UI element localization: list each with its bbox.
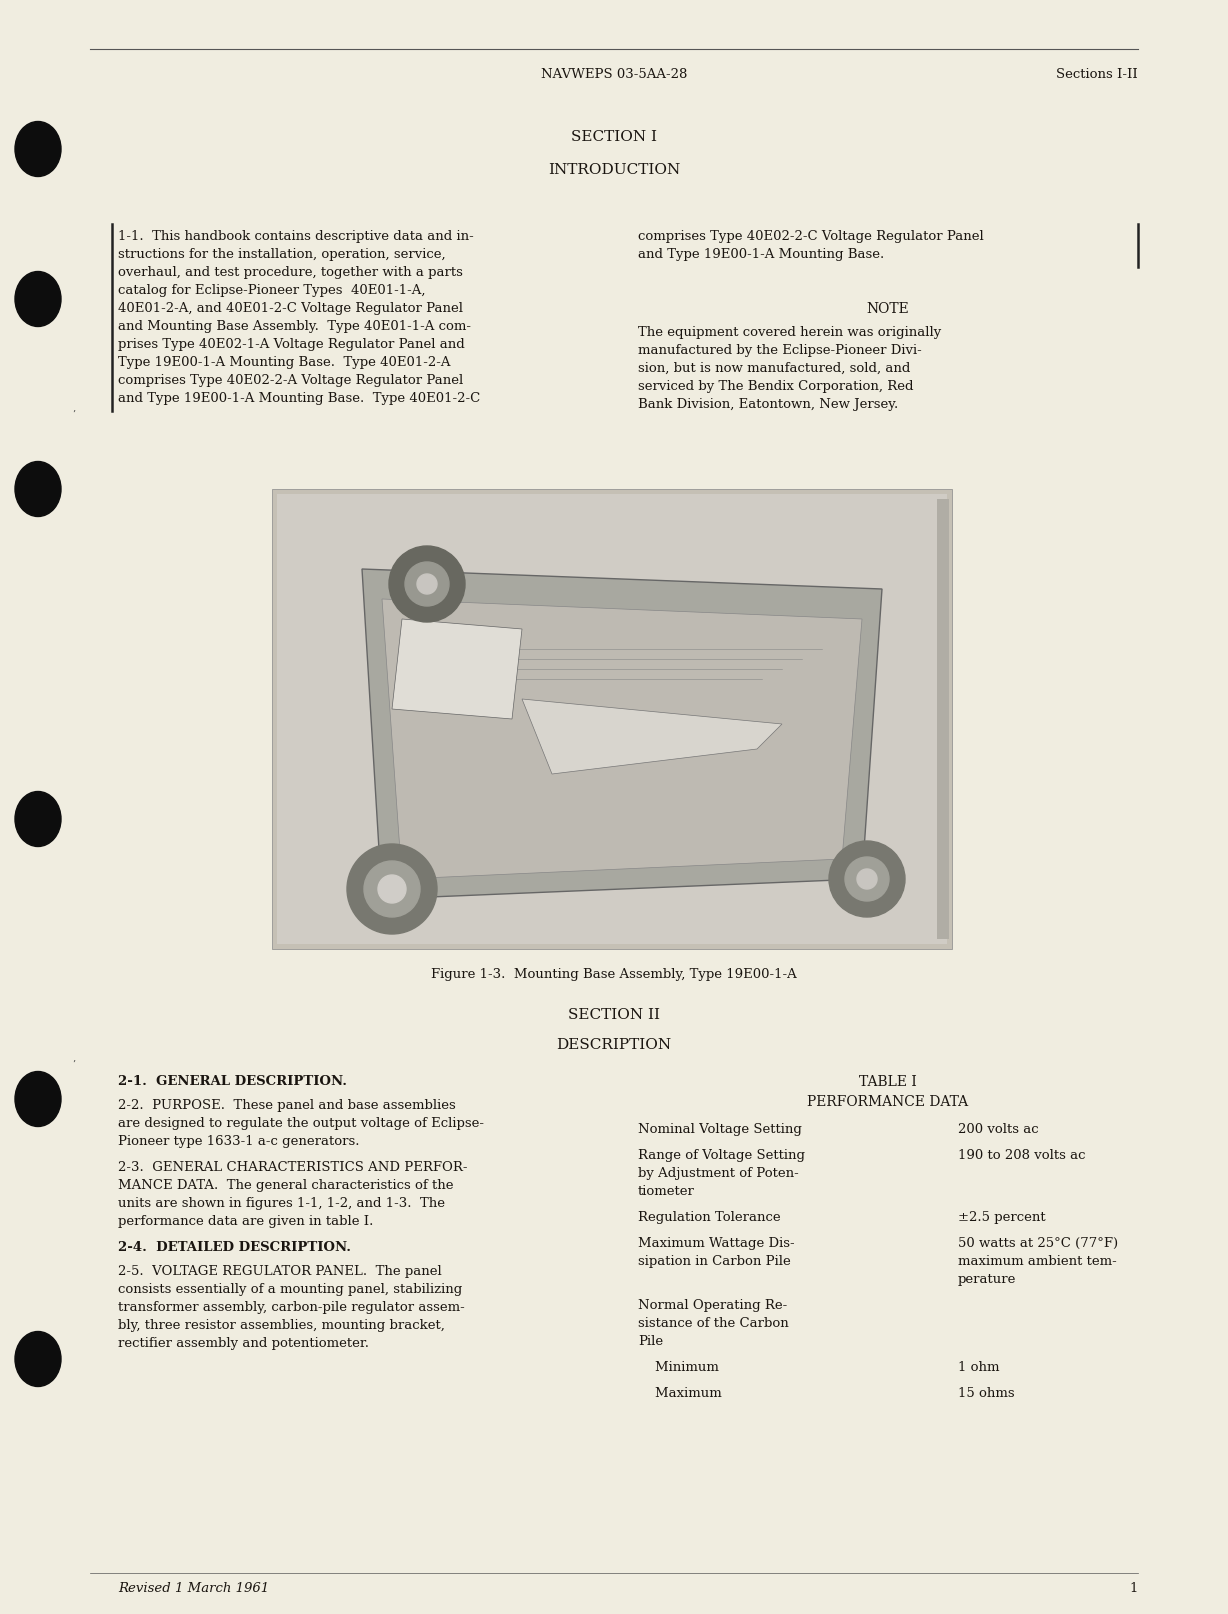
Text: catalog for Eclipse-Pioneer Types  40E01-1-A,: catalog for Eclipse-Pioneer Types 40E01-… xyxy=(118,284,425,297)
Text: ’: ’ xyxy=(72,410,75,418)
Text: 1 ohm: 1 ohm xyxy=(958,1361,1000,1374)
Text: prises Type 40E02-1-A Voltage Regulator Panel and: prises Type 40E02-1-A Voltage Regulator … xyxy=(118,337,464,350)
Circle shape xyxy=(857,870,877,889)
Polygon shape xyxy=(522,699,782,775)
Text: Maximum: Maximum xyxy=(639,1386,722,1399)
Text: consists essentially of a mounting panel, stabilizing: consists essentially of a mounting panel… xyxy=(118,1282,462,1294)
Circle shape xyxy=(378,875,406,904)
Text: The equipment covered herein was originally: The equipment covered herein was origina… xyxy=(639,326,941,339)
Polygon shape xyxy=(392,620,522,720)
Text: TABLE I: TABLE I xyxy=(860,1075,917,1088)
Bar xyxy=(937,500,949,939)
Circle shape xyxy=(348,844,437,935)
Ellipse shape xyxy=(15,273,61,328)
Text: SECTION II: SECTION II xyxy=(569,1007,659,1022)
Text: Bank Division, Eatontown, New Jersey.: Bank Division, Eatontown, New Jersey. xyxy=(639,397,898,410)
Text: structions for the installation, operation, service,: structions for the installation, operati… xyxy=(118,249,446,261)
Text: 1-1.  This handbook contains descriptive data and in-: 1-1. This handbook contains descriptive … xyxy=(118,229,474,242)
Text: manufactured by the Eclipse-Pioneer Divi-: manufactured by the Eclipse-Pioneer Divi… xyxy=(639,344,922,357)
Text: NAVWEPS 03-5AA-28: NAVWEPS 03-5AA-28 xyxy=(540,68,688,81)
Text: Figure 1-3.  Mounting Base Assembly, Type 19E00-1-A: Figure 1-3. Mounting Base Assembly, Type… xyxy=(431,967,797,980)
Text: 2-4.  DETAILED DESCRIPTION.: 2-4. DETAILED DESCRIPTION. xyxy=(118,1240,351,1252)
Text: rectifier assembly and potentiometer.: rectifier assembly and potentiometer. xyxy=(118,1336,368,1349)
Text: bly, three resistor assemblies, mounting bracket,: bly, three resistor assemblies, mounting… xyxy=(118,1319,445,1332)
Text: Regulation Tolerance: Regulation Tolerance xyxy=(639,1210,781,1223)
Text: Maximum Wattage Dis-: Maximum Wattage Dis- xyxy=(639,1236,795,1249)
Text: maximum ambient tem-: maximum ambient tem- xyxy=(958,1254,1116,1267)
Text: sistance of the Carbon: sistance of the Carbon xyxy=(639,1315,788,1330)
Text: Pile: Pile xyxy=(639,1335,663,1348)
Text: overhaul, and test procedure, together with a parts: overhaul, and test procedure, together w… xyxy=(118,266,463,279)
Text: by Adjustment of Poten-: by Adjustment of Poten- xyxy=(639,1167,798,1180)
Text: and Type 19E00-1-A Mounting Base.  Type 40E01-2-C: and Type 19E00-1-A Mounting Base. Type 4… xyxy=(118,392,480,405)
Ellipse shape xyxy=(15,123,61,178)
Text: are designed to regulate the output voltage of Eclipse-: are designed to regulate the output volt… xyxy=(118,1117,484,1130)
Text: comprises Type 40E02-2-A Voltage Regulator Panel: comprises Type 40E02-2-A Voltage Regulat… xyxy=(118,374,463,387)
Circle shape xyxy=(389,547,465,623)
Text: units are shown in figures 1-1, 1-2, and 1-3.  The: units are shown in figures 1-1, 1-2, and… xyxy=(118,1196,445,1209)
Text: Range of Voltage Setting: Range of Voltage Setting xyxy=(639,1148,806,1162)
Text: Revised 1 March 1961: Revised 1 March 1961 xyxy=(118,1582,269,1595)
Text: sipation in Carbon Pile: sipation in Carbon Pile xyxy=(639,1254,791,1267)
Ellipse shape xyxy=(15,792,61,847)
Text: 2-3.  GENERAL CHARACTERISTICS AND PERFOR-: 2-3. GENERAL CHARACTERISTICS AND PERFOR- xyxy=(118,1160,468,1173)
Text: Normal Operating Re-: Normal Operating Re- xyxy=(639,1298,787,1311)
Circle shape xyxy=(363,862,420,917)
Ellipse shape xyxy=(15,1332,61,1386)
Text: Nominal Voltage Setting: Nominal Voltage Setting xyxy=(639,1122,802,1135)
Circle shape xyxy=(405,563,449,607)
Text: 2-5.  VOLTAGE REGULATOR PANEL.  The panel: 2-5. VOLTAGE REGULATOR PANEL. The panel xyxy=(118,1264,442,1277)
Text: 1: 1 xyxy=(1130,1582,1138,1595)
Text: tiometer: tiometer xyxy=(639,1185,695,1198)
Text: ’: ’ xyxy=(72,1059,75,1068)
Text: 40E01-2-A, and 40E01-2-C Voltage Regulator Panel: 40E01-2-A, and 40E01-2-C Voltage Regulat… xyxy=(118,302,463,315)
Text: 190 to 208 volts ac: 190 to 208 volts ac xyxy=(958,1148,1086,1162)
Circle shape xyxy=(829,841,905,917)
Circle shape xyxy=(845,857,889,902)
Text: Sections I-II: Sections I-II xyxy=(1056,68,1138,81)
Text: 50 watts at 25°C (77°F): 50 watts at 25°C (77°F) xyxy=(958,1236,1119,1249)
Text: MANCE DATA.  The general characteristics of the: MANCE DATA. The general characteristics … xyxy=(118,1178,453,1191)
Text: Type 19E00-1-A Mounting Base.  Type 40E01-2-A: Type 19E00-1-A Mounting Base. Type 40E01… xyxy=(118,355,451,368)
Ellipse shape xyxy=(15,462,61,516)
Text: and Mounting Base Assembly.  Type 40E01-1-A com-: and Mounting Base Assembly. Type 40E01-1… xyxy=(118,320,472,332)
Text: comprises Type 40E02-2-C Voltage Regulator Panel: comprises Type 40E02-2-C Voltage Regulat… xyxy=(639,229,984,242)
Text: and Type 19E00-1-A Mounting Base.: and Type 19E00-1-A Mounting Base. xyxy=(639,249,884,261)
Polygon shape xyxy=(382,600,862,880)
Text: PERFORMANCE DATA: PERFORMANCE DATA xyxy=(808,1094,969,1109)
Text: perature: perature xyxy=(958,1272,1017,1285)
Text: SECTION I: SECTION I xyxy=(571,129,657,144)
Text: 200 volts ac: 200 volts ac xyxy=(958,1122,1039,1135)
Text: ±2.5 percent: ±2.5 percent xyxy=(958,1210,1045,1223)
Text: INTRODUCTION: INTRODUCTION xyxy=(548,163,680,178)
Text: NOTE: NOTE xyxy=(867,302,910,316)
Bar xyxy=(278,495,947,944)
Text: 2-1.  GENERAL DESCRIPTION.: 2-1. GENERAL DESCRIPTION. xyxy=(118,1075,348,1088)
Text: 15 ohms: 15 ohms xyxy=(958,1386,1014,1399)
Text: 2-2.  PURPOSE.  These panel and base assemblies: 2-2. PURPOSE. These panel and base assem… xyxy=(118,1098,456,1112)
Text: Pioneer type 1633-1 a-c generators.: Pioneer type 1633-1 a-c generators. xyxy=(118,1135,360,1148)
Circle shape xyxy=(418,575,437,594)
Text: Minimum: Minimum xyxy=(639,1361,718,1374)
Bar xyxy=(271,489,952,949)
Text: performance data are given in table I.: performance data are given in table I. xyxy=(118,1214,373,1227)
Polygon shape xyxy=(362,570,882,899)
Text: sion, but is now manufactured, sold, and: sion, but is now manufactured, sold, and xyxy=(639,362,910,374)
Text: transformer assembly, carbon-pile regulator assem-: transformer assembly, carbon-pile regula… xyxy=(118,1301,464,1314)
Ellipse shape xyxy=(15,1072,61,1127)
Text: DESCRIPTION: DESCRIPTION xyxy=(556,1038,672,1051)
Text: serviced by The Bendix Corporation, Red: serviced by The Bendix Corporation, Red xyxy=(639,379,914,392)
